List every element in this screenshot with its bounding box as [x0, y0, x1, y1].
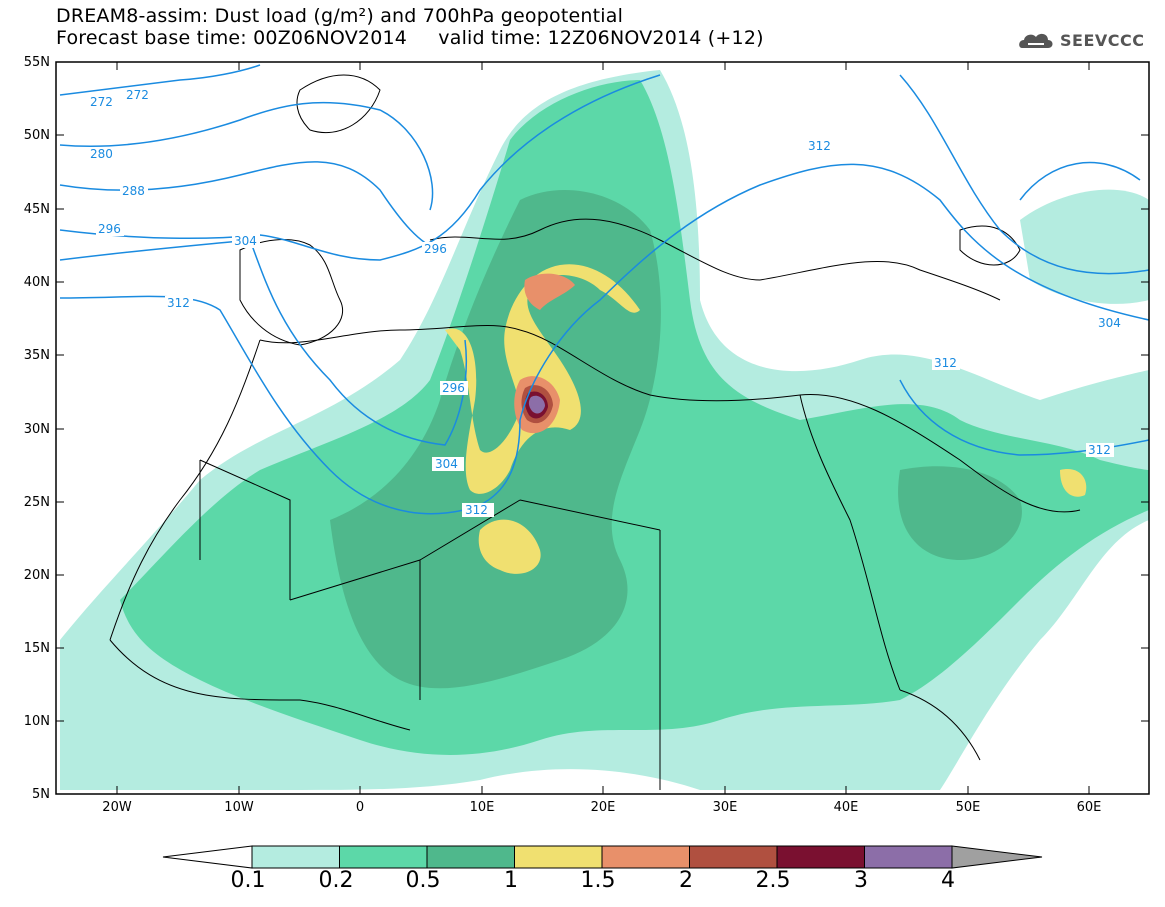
lon-label: 30E [712, 800, 738, 815]
contour-label: 272 [90, 95, 113, 109]
contour-label: 312 [934, 356, 957, 370]
contour-label: 312 [808, 139, 831, 153]
contour-label: 312 [1088, 443, 1111, 457]
colorbar-label: 0.5 [405, 868, 441, 893]
dust-field-0.1-ne [1020, 189, 1149, 304]
coastlines [109, 74, 1081, 790]
lat-label: 20N [23, 568, 50, 583]
dust-field-1-gulf [1060, 469, 1087, 497]
lat-label: 55N [23, 55, 50, 70]
lon-label: 40E [833, 800, 859, 815]
contour-label: 304 [234, 234, 257, 248]
colorbar-label: 2.5 [755, 868, 791, 893]
contour-label: 304 [435, 457, 458, 471]
lon-label: 10W [224, 800, 254, 815]
lon-label: 10E [469, 800, 495, 815]
lat-label: 5N [32, 787, 50, 802]
lat-label: 10N [23, 714, 50, 729]
lat-label: 50N [23, 128, 50, 143]
contour-label: 272 [126, 88, 149, 102]
dust-field-0.5-arabia [898, 466, 1022, 560]
lon-label: 60E [1076, 800, 1102, 815]
contour-label: 288 [122, 184, 145, 198]
dust-field-0.5 [330, 190, 661, 689]
contour-label: 312 [465, 503, 488, 517]
dust-field-1-south [478, 519, 541, 574]
contour-label: 296 [442, 381, 465, 395]
lon-label: 20E [590, 800, 616, 815]
axis-ticks [56, 61, 1149, 795]
lat-label: 15N [23, 641, 50, 656]
colorbar-label: 3 [854, 868, 868, 893]
colorbar-label: 1.5 [580, 868, 616, 893]
colorbar-label: 0.2 [318, 868, 354, 893]
colorbar-label: 4 [941, 868, 955, 893]
lat-label: 35N [23, 348, 50, 363]
logo-text: SEEVCCC [1060, 31, 1145, 50]
colorbar-label: 1 [504, 868, 518, 893]
contour-label: 280 [90, 147, 113, 161]
contour-label: 296 [98, 222, 121, 236]
map-title: DREAM8-assim: Dust load (g/m²) and 700hP… [56, 5, 624, 27]
colorbar-label: 0.1 [230, 868, 266, 893]
contour-label: 312 [167, 296, 190, 310]
dust-field-1.5 [524, 273, 575, 310]
lon-label: 20W [102, 800, 132, 815]
lon-label: 0 [355, 800, 365, 815]
contour-label: 304 [1098, 316, 1121, 330]
contour-label-group: 272 272 280 288 296 304 312 296 304 312 … [88, 88, 1124, 517]
lat-label: 30N [23, 422, 50, 437]
lat-label: 40N [23, 275, 50, 290]
dust-field-3 [528, 395, 545, 414]
map-subtitle: Forecast base time: 00Z06NOV2014 valid t… [56, 27, 764, 49]
contour-label: 296 [424, 242, 447, 256]
lon-label: 50E [955, 800, 981, 815]
lat-label: 25N [23, 495, 50, 510]
colorbar-label: 2 [679, 868, 693, 893]
cloud-icon [1019, 33, 1053, 48]
lat-label: 45N [23, 202, 50, 217]
